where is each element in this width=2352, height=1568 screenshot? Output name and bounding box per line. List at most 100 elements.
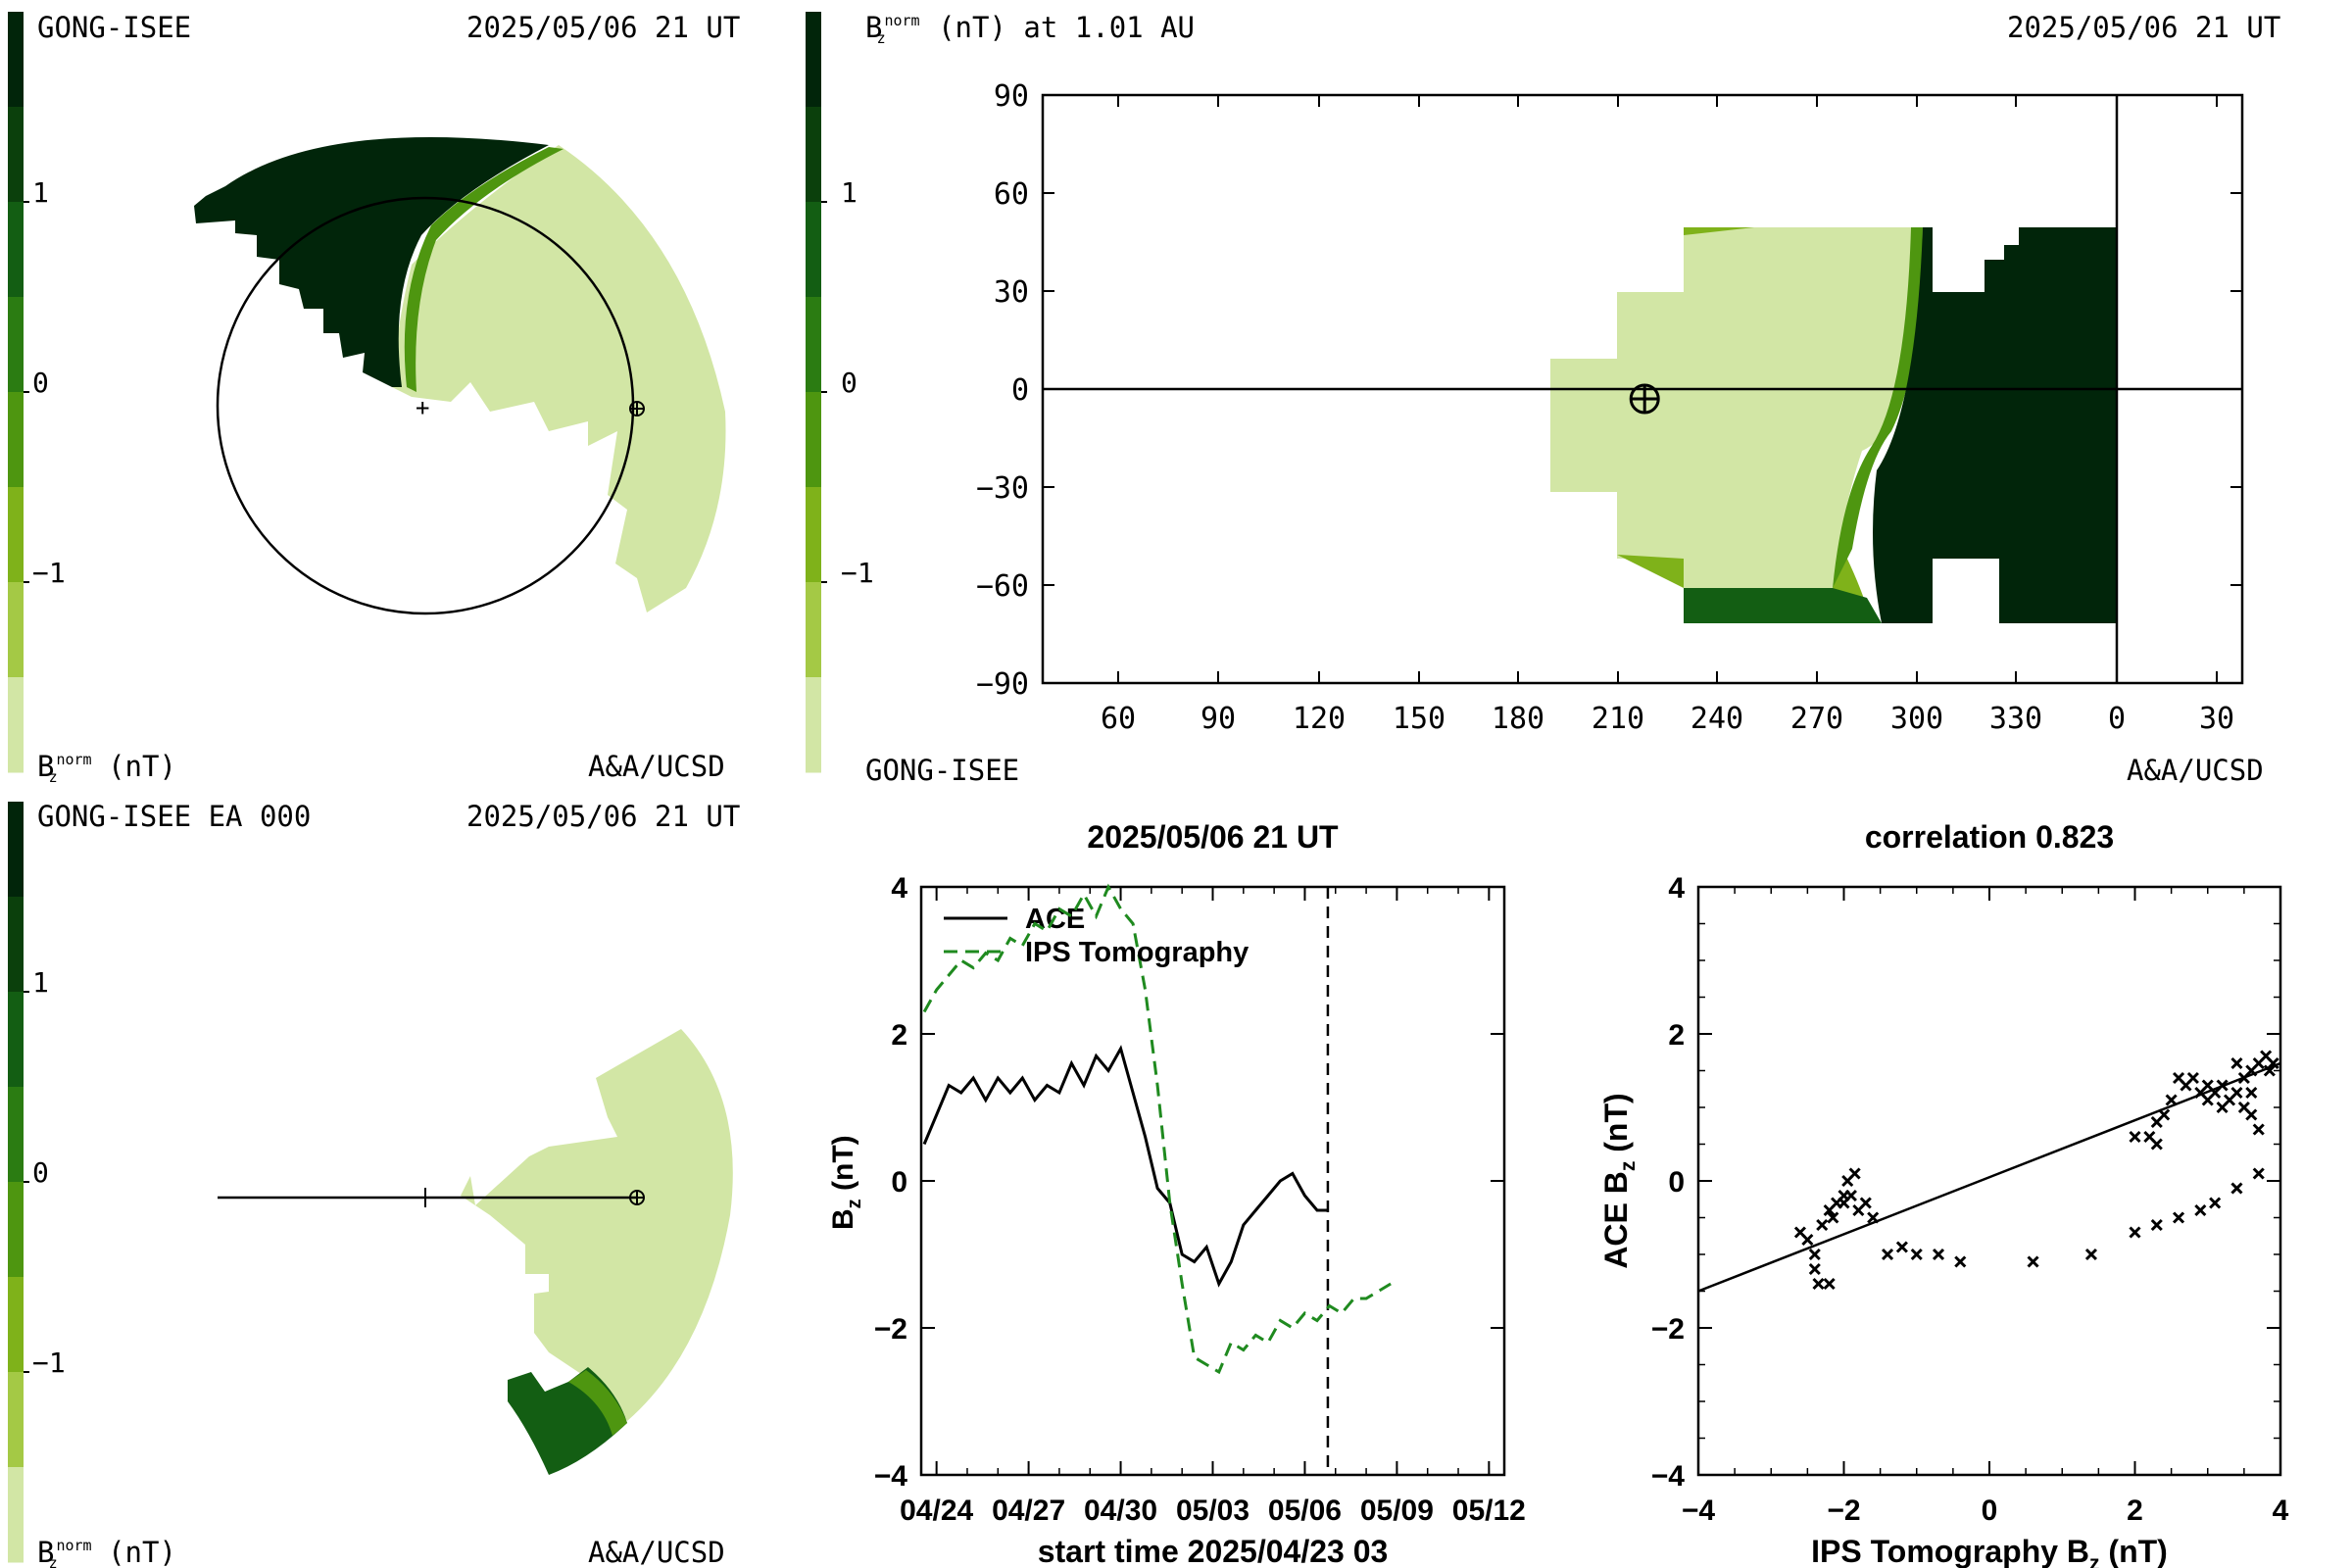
colorbar-tick-label: −1: [32, 1347, 66, 1379]
map-y-tick-label: 30: [994, 275, 1029, 310]
colorbar-tick-label: −1: [32, 557, 66, 589]
map-y-tick-label: 60: [994, 177, 1029, 212]
map-dark-region: [1873, 227, 2117, 623]
colorbar-swatch: [8, 392, 24, 488]
bottom-left-credit: A&A/UCSD: [588, 1536, 725, 1568]
sc-point: [2172, 1071, 2185, 1085]
sc-y-tick-label: 2: [1668, 1019, 1685, 1052]
ts-x-tick-label: 04/30: [1084, 1494, 1157, 1527]
ts-series-1: [922, 883, 1392, 1375]
sc-point: [1859, 1197, 1872, 1209]
colorbar-swatch: [806, 392, 821, 488]
sc-point: [2150, 1138, 2163, 1151]
bottom-left-source-label: GONG-ISEE EA 000: [37, 800, 311, 833]
sc-point: [2245, 1108, 2258, 1121]
ts-y-tick-label: 2: [891, 1019, 907, 1052]
colorbar-tick-label: −1: [841, 557, 874, 589]
colorbar-top-left: 1 0 −1: [8, 12, 66, 773]
map-light-region: [1550, 227, 1921, 588]
colorbar-swatch: [8, 1087, 24, 1183]
map-x-tick-label: 30: [2199, 702, 2234, 736]
map-x-tick-label: 60: [1101, 702, 1136, 736]
sc-y-axis-label: ACE Bz (nT): [1598, 1093, 1640, 1268]
polar-top-green-edge: [404, 147, 564, 392]
colorbar-bottom-left: 1 0 −1: [8, 802, 66, 1563]
colorbar-swatch: [8, 582, 24, 678]
colorbar-swatch: [8, 1372, 24, 1468]
sc-x-tick-label: 2: [2127, 1494, 2143, 1527]
map-x-tick-label: 270: [1790, 702, 1843, 736]
colorbar-swatch: [806, 12, 821, 108]
colorbar-swatch: [806, 677, 821, 773]
colorbar-swatch: [8, 107, 24, 203]
sc-point: [2027, 1255, 2039, 1268]
ts-frame: [919, 885, 1506, 1477]
sc-point: [2186, 1071, 2199, 1085]
sc-point: [2230, 1086, 2243, 1100]
sc-point: [2150, 1218, 2163, 1232]
bottom-left-date: 2025/05/06 21 UT: [466, 800, 740, 833]
sc-point: [2129, 1130, 2141, 1144]
ts-y-axis-label: Bz (nT): [827, 1135, 865, 1230]
sc-fit-line: [1697, 1061, 2281, 1293]
colorbar-swatch: [806, 582, 821, 678]
sc-point: [1823, 1277, 1836, 1291]
colorbar-swatch: [8, 677, 24, 773]
ts-title: 2025/05/06 21 UT: [1087, 819, 1339, 855]
sc-point: [2252, 1123, 2265, 1136]
synoptic-date: 2025/05/06 21 UT: [2007, 11, 2280, 44]
ts-x-tick-label: 05/09: [1360, 1494, 1434, 1527]
map-y-tick-label: −30: [976, 471, 1029, 506]
ts-x-tick-label: 05/12: [1452, 1494, 1526, 1527]
sc-y-tick-label: −4: [1651, 1460, 1686, 1493]
sc-point: [1954, 1255, 1967, 1268]
colorbar-swatch: [8, 487, 24, 583]
sc-point: [2084, 1248, 2098, 1261]
sun-marker-top: +: [416, 394, 429, 421]
map-y-tick-label: 0: [1011, 373, 1029, 408]
ts-y-tick-label: −2: [874, 1313, 907, 1346]
sc-point: [2158, 1108, 2171, 1121]
colorbar-swatch: [8, 897, 24, 993]
sc-point: [2194, 1203, 2207, 1217]
colorbar-tick-label: 1: [32, 176, 49, 209]
sc-point: [2252, 1167, 2265, 1180]
map-edge-gradient: [1833, 227, 1923, 588]
map-x-tick-label: 150: [1393, 702, 1446, 736]
sc-point: [2230, 1056, 2243, 1070]
sc-point: [1881, 1248, 1894, 1261]
sc-point: [2216, 1101, 2229, 1114]
sc-point: [2267, 1056, 2279, 1070]
time-series-plot: 2025/05/06 21 UT 04/24 04/27 04/30 05/03 05/0…: [827, 819, 1526, 1568]
ts-series-0: [922, 1045, 1328, 1288]
map-x-tick-label: 120: [1293, 702, 1346, 736]
sc-y-tick-label: 4: [1668, 872, 1685, 905]
colorbar-swatch: [8, 12, 24, 108]
top-left-date: 2025/05/06 21 UT: [466, 11, 740, 44]
sc-point: [1827, 1211, 1839, 1224]
sc-y-tick-label: 0: [1668, 1166, 1685, 1199]
ts-x-tick-label: 04/24: [900, 1494, 973, 1527]
synoptic-credit: A&A/UCSD: [2127, 754, 2264, 787]
ts-x-tick-label: 05/03: [1176, 1494, 1250, 1527]
map-north-edge: [1684, 227, 1754, 235]
sc-point: [2209, 1197, 2222, 1209]
colorbar-tick-label: 1: [32, 966, 49, 999]
sc-x-tick-label: −2: [1827, 1494, 1860, 1527]
ts-y-tick-label: 0: [891, 1166, 907, 1199]
sc-point: [1812, 1277, 1825, 1291]
sc-x-axis-label: IPS Tomography Bz (nT): [1811, 1534, 2168, 1568]
sc-point: [2230, 1182, 2243, 1195]
sc-point: [2201, 1079, 2214, 1092]
colorbar-swatch: [8, 1182, 24, 1278]
sc-point: [1867, 1211, 1880, 1224]
colorbar-swatch: [8, 297, 24, 393]
colorbar-tick-label: 0: [841, 367, 858, 399]
colorbar-swatch: [8, 802, 24, 898]
sc-point: [2263, 1064, 2276, 1077]
sc-point: [2216, 1079, 2229, 1092]
top-left-source-label: GONG-ISEE: [37, 11, 191, 44]
